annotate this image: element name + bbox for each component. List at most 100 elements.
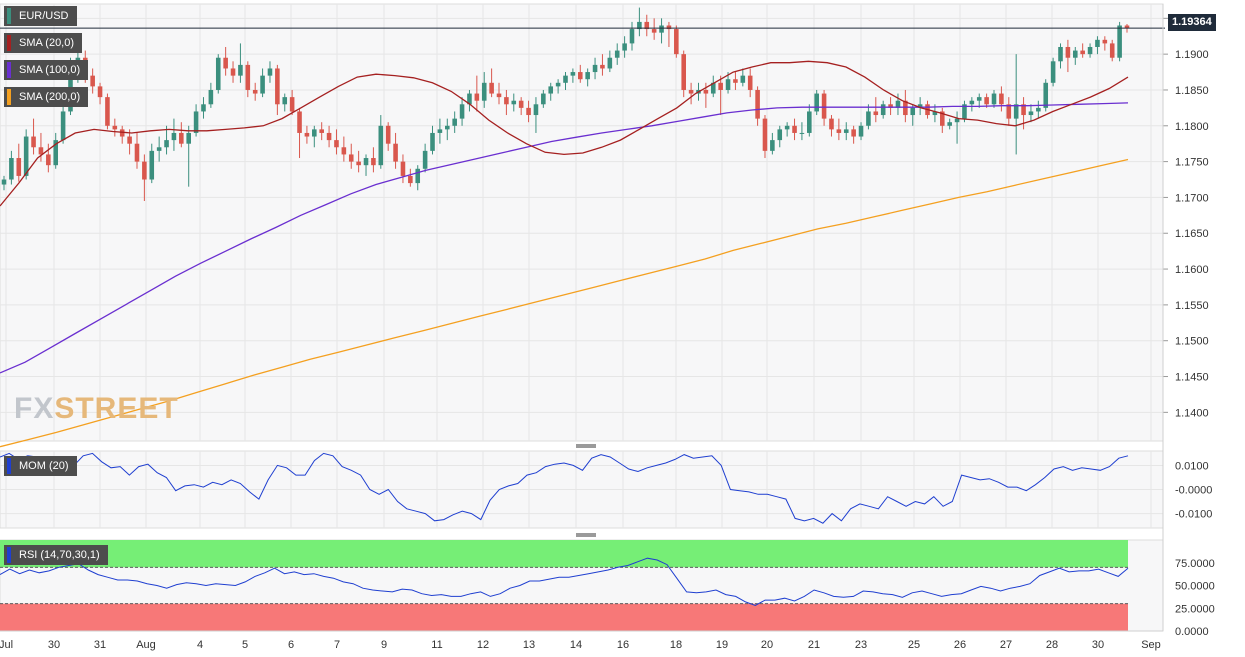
candle-body	[740, 75, 746, 83]
candle-body	[430, 132, 435, 151]
candle-body	[917, 104, 923, 108]
candle-body	[467, 93, 472, 105]
candle-body	[90, 75, 95, 87]
sma100-line	[0, 102, 1129, 374]
candle-body	[710, 82, 716, 94]
y-tick-label: 1.1800	[1175, 121, 1209, 133]
x-tick-label: 30	[1092, 639, 1104, 651]
legend-rsi[interactable]: RSI (14,70,30,1)	[4, 545, 108, 565]
y-tick-label: 1.1500	[1175, 336, 1209, 348]
candle-body	[215, 57, 221, 90]
candle-body	[46, 154, 51, 166]
candle-body	[999, 93, 1004, 105]
x-tick-label: 30	[48, 639, 60, 651]
x-tick-label: 4	[197, 639, 203, 651]
candle-body	[267, 68, 273, 76]
y-tick-label: 1.1900	[1175, 49, 1209, 61]
candle-body	[31, 136, 36, 148]
candle-body	[1013, 104, 1019, 119]
candle-body	[770, 140, 775, 151]
legend-sma100-swatch	[7, 62, 11, 78]
last-price-tag: 1.19364	[1168, 14, 1216, 31]
candle-body	[1080, 50, 1085, 55]
y-tick-label: 1.1750	[1175, 157, 1209, 169]
legend-sma20-swatch	[7, 35, 11, 51]
candle-body	[799, 132, 805, 134]
candle-body	[585, 72, 590, 80]
legend-sma20[interactable]: SMA (20,0)	[4, 33, 83, 53]
legend-eurusd-swatch	[7, 8, 11, 24]
candle-body	[208, 89, 214, 105]
candle-body	[570, 72, 576, 76]
candle-body	[1058, 46, 1063, 62]
mom-y-tick-label: -0.0100	[1175, 509, 1212, 521]
candle-body	[112, 125, 118, 130]
candle-body	[230, 68, 236, 76]
candle-body	[614, 50, 620, 58]
candle-body	[452, 118, 457, 126]
candle-body	[371, 158, 376, 166]
candle-body	[762, 118, 768, 151]
rsi-y-tick-label: 0.0000	[1175, 626, 1209, 638]
candle-body	[201, 104, 206, 112]
candle-body	[171, 132, 177, 141]
candle-body	[644, 21, 650, 30]
candle-body	[245, 64, 251, 90]
candle-body	[1124, 25, 1130, 29]
candle-body	[600, 64, 605, 69]
candle-body	[821, 93, 827, 119]
sma200-line	[0, 158, 1129, 448]
candle-body	[932, 111, 938, 116]
candle-body	[940, 111, 945, 126]
candle-body	[725, 79, 731, 90]
momentum-line	[0, 452, 1129, 524]
candle-body	[415, 168, 421, 184]
x-tick-label: 21	[808, 639, 820, 651]
candle-body	[127, 136, 132, 144]
pane-splitter-2[interactable]	[576, 533, 596, 537]
candle-body	[659, 25, 664, 33]
x-tick-label: Sep	[1141, 639, 1161, 651]
candle-body	[533, 104, 539, 116]
legend-sma200[interactable]: SMA (200,0)	[4, 87, 89, 107]
x-tick-label: 5	[242, 639, 248, 651]
candle-body	[142, 161, 147, 180]
legend-mom[interactable]: MOM (20)	[4, 456, 77, 476]
legend-rsi-swatch	[7, 547, 11, 563]
x-tick-label: 9	[381, 639, 387, 651]
candle-body	[275, 68, 280, 105]
candle-body	[681, 54, 687, 90]
candle-body	[193, 111, 199, 133]
candle-body	[592, 64, 598, 73]
rsi-line	[0, 557, 1129, 607]
pane-splitter-1[interactable]	[576, 444, 596, 448]
rsi-y-tick-label: 75.0000	[1175, 558, 1215, 570]
candle-body	[1021, 104, 1026, 116]
candle-body	[341, 147, 347, 155]
candle-body	[60, 111, 66, 141]
legend-eurusd[interactable]: EUR/USD	[4, 6, 77, 26]
candle-body	[1072, 50, 1078, 58]
candle-body	[1043, 82, 1049, 108]
candle-body	[607, 57, 613, 69]
candle-body	[1102, 39, 1108, 44]
candle-body	[784, 125, 790, 130]
legend-sma200-swatch	[7, 89, 11, 105]
candle-body	[666, 25, 672, 30]
y-tick-label: 1.1850	[1175, 85, 1209, 97]
candle-body	[1095, 39, 1100, 47]
y-tick-label: 1.1450	[1175, 372, 1209, 384]
candle-body	[747, 75, 753, 90]
candle-body	[954, 118, 960, 123]
candle-body	[437, 129, 443, 133]
legend-sma100[interactable]: SMA (100,0)	[4, 60, 89, 80]
watermark-street: STREET	[54, 392, 179, 425]
x-tick-label: 27	[1000, 639, 1012, 651]
sma20-line	[0, 60, 1129, 207]
candle-body	[526, 107, 531, 116]
candle-body	[385, 125, 391, 144]
candle-body	[792, 125, 797, 133]
candle-body	[555, 82, 561, 87]
